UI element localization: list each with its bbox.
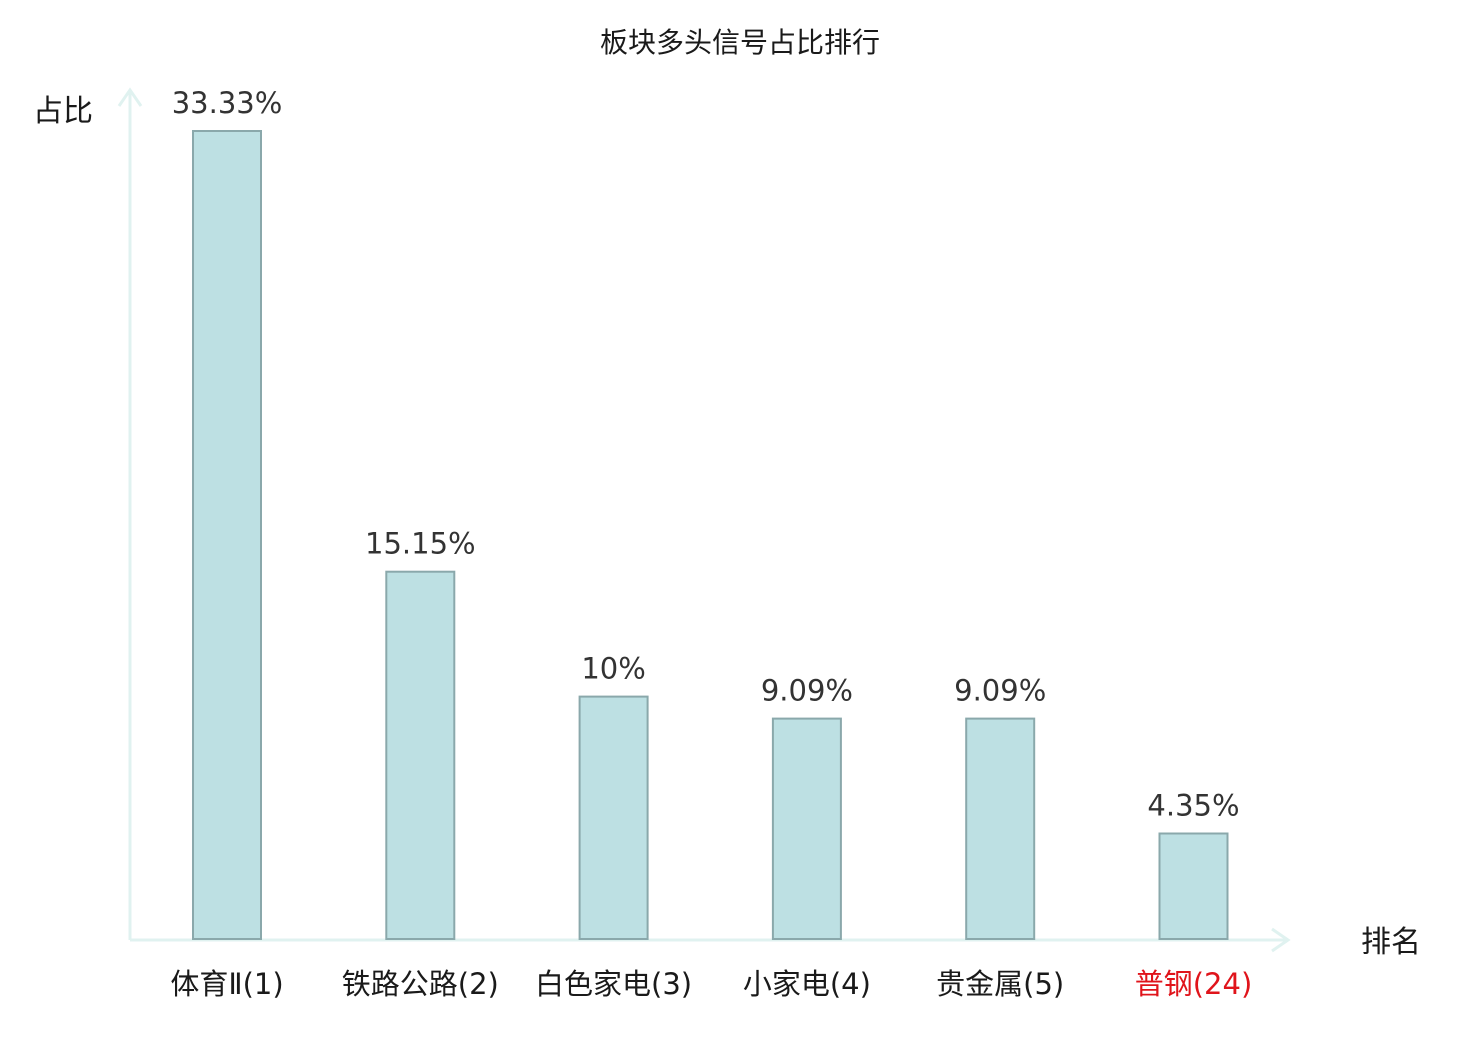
bar bbox=[771, 717, 842, 940]
category-labels-group: 体育Ⅱ(1) 铁路公路(2) 白色家电(3) 小家电(4) 贵金属(5) 普钢(24) bbox=[170, 967, 1252, 1001]
bar bbox=[578, 695, 649, 940]
y-axis-arrow-icon bbox=[117, 87, 143, 107]
x-axis-arrow-icon bbox=[1271, 927, 1291, 953]
bar-value-label: 10% bbox=[581, 652, 645, 686]
bar-value-label: 15.15% bbox=[365, 527, 476, 561]
x-tick-label: 贵金属(5) bbox=[936, 967, 1064, 1001]
x-tick-label: 白色家电(3) bbox=[535, 967, 692, 1001]
chart-title: 板块多头信号占比排行 bbox=[600, 26, 880, 59]
bar-value-label: 4.35% bbox=[1147, 789, 1239, 823]
x-tick-label: 铁路公路(2) bbox=[342, 967, 499, 1001]
bars-group bbox=[192, 130, 1229, 940]
y-axis-label: 占比 bbox=[33, 94, 93, 129]
bar-value-label: 9.09% bbox=[954, 674, 1046, 708]
x-tick-label: 体育Ⅱ(1) bbox=[170, 967, 283, 1001]
bar-value-label: 33.33% bbox=[172, 86, 283, 120]
bar bbox=[1158, 832, 1229, 940]
x-tick-label: 小家电(4) bbox=[743, 967, 871, 1001]
bar bbox=[385, 570, 456, 940]
bar bbox=[965, 717, 1036, 940]
value-labels-group: 33.33% 15.15% 10% 9.09% 9.09% 4.35% bbox=[172, 86, 1240, 823]
bar bbox=[192, 130, 262, 940]
x-tick-label: 普钢(24) bbox=[1135, 967, 1253, 1001]
x-axis-label: 排名 bbox=[1361, 925, 1421, 960]
bar-value-label: 9.09% bbox=[761, 674, 853, 708]
